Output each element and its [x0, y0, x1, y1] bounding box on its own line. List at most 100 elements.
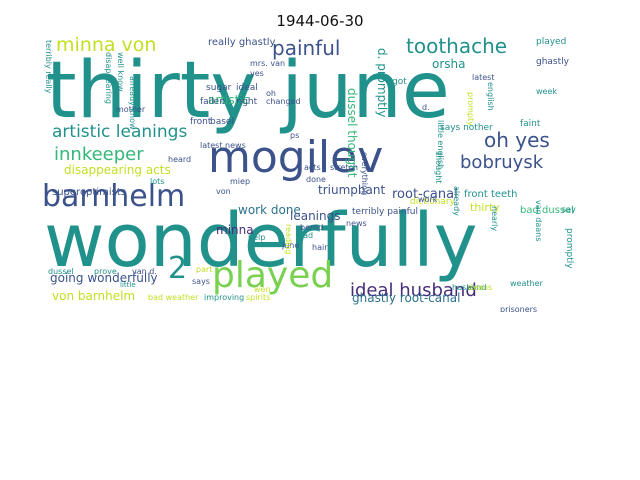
cloud-word: latest	[472, 73, 495, 82]
cloud-word: right	[236, 97, 258, 107]
cloud-word: superoptimists	[52, 187, 126, 198]
cloud-word: disappearing acts	[64, 163, 171, 177]
cloud-word: oh yes	[484, 128, 550, 152]
cloud-word: work done	[238, 203, 301, 217]
cloud-word: minna	[216, 223, 254, 237]
cloud-word: news	[346, 219, 367, 228]
cloud-word: barnhelm	[42, 179, 186, 214]
cloud-word: acts	[304, 163, 321, 172]
cloud-word: van daans	[534, 200, 543, 242]
cloud-word: say	[562, 205, 576, 214]
cloud-word: root-canal	[392, 187, 458, 202]
cloud-word: husband	[452, 283, 487, 292]
cloud-word: already	[452, 186, 461, 216]
cloud-word: stretch	[330, 163, 358, 172]
cloud-word: triumphant	[318, 183, 386, 197]
cloud-word: says	[192, 277, 210, 286]
cloud-word: going wonderfully	[50, 271, 158, 285]
cloud-word: played	[212, 255, 334, 296]
cloud-word: part	[196, 265, 213, 274]
cloud-word: d. promptly	[375, 48, 389, 118]
cloud-word: prisoners	[500, 305, 538, 313]
cloud-word: june	[282, 241, 300, 250]
cloud-word: prompty	[466, 92, 475, 126]
cloud-word: lots	[150, 177, 165, 186]
cloud-word: van d.	[132, 267, 157, 276]
cloud-word: hair	[312, 243, 328, 252]
cloud-word: got	[392, 77, 407, 87]
cloud-word: ps	[290, 131, 300, 140]
cloud-word: thirty june	[46, 46, 450, 136]
cloud-word: bad weather	[148, 293, 199, 302]
cloud-word: week	[536, 87, 558, 96]
cloud-word: english	[486, 82, 495, 111]
cloud-word: mrs. van	[250, 59, 286, 68]
cloud-word: improving	[204, 293, 245, 302]
cloud-word: reading	[284, 224, 293, 255]
cloud-word: artistic	[208, 93, 250, 107]
cloud-word: front teeth	[464, 189, 518, 200]
cloud-word: thought	[434, 152, 443, 184]
cloud-word: mother	[116, 105, 146, 114]
cloud-word: painful	[272, 36, 341, 60]
chart-title: 1944-06-30	[276, 12, 364, 30]
cloud-word: says nother	[440, 123, 493, 133]
cloud-word: little english	[436, 120, 445, 170]
cloud-word: ghastly	[536, 57, 569, 67]
cloud-word: artistic leanings	[52, 122, 188, 142]
cloud-word: heard	[168, 155, 192, 164]
cloud-word: yes	[250, 69, 264, 78]
cloud-word: basel	[210, 117, 234, 127]
cloud-word: mogilev	[208, 132, 384, 183]
cloud-word: oh	[266, 89, 276, 98]
cloud-word: thirty	[470, 201, 500, 214]
cloud-word: dussel	[48, 267, 74, 276]
cloud-word: innkeeper	[54, 144, 144, 165]
cloud-word: wen	[254, 285, 271, 294]
cloud-word: bad dussel	[520, 205, 575, 216]
word-cloud: wonderfully thirty june mogilev played barnh…	[40, 36, 590, 312]
cloud-word: leanings	[290, 209, 341, 223]
cloud-word: minna von	[56, 36, 157, 56]
cloud-word: terribly really	[44, 40, 53, 94]
cloud-word: d.	[422, 103, 430, 112]
cloud-word: well know	[116, 52, 125, 92]
cloud-word: already know	[128, 76, 137, 130]
cloud-word: dictionary	[410, 197, 455, 207]
cloud-word: disappearing	[104, 52, 113, 105]
cloud-word: wonderfully	[44, 198, 478, 284]
cloud-word: help	[248, 233, 266, 242]
cloud-word: von	[216, 187, 231, 196]
cloud-word: ghastly root-canal	[352, 291, 461, 305]
cloud-word: ideal husband	[350, 280, 477, 301]
cloud-word: prove	[94, 267, 117, 276]
cloud-word: bad	[298, 231, 314, 240]
cloud-word: ideal	[236, 83, 258, 93]
cloud-word: orsha	[432, 57, 466, 71]
cloud-word: dussel thought	[345, 88, 359, 178]
cloud-word: really ghastly	[208, 37, 276, 48]
cloud-word: changed	[266, 97, 301, 106]
cloud-word: deans	[468, 283, 493, 292]
cloud-word: miep	[230, 177, 251, 186]
cloud-word: nearly	[490, 206, 499, 232]
cloud-word: fallen	[200, 97, 225, 107]
cloud-word: promptly	[564, 228, 574, 269]
cloud-word: latest news	[200, 141, 246, 150]
cloud-word: sugar	[206, 83, 232, 93]
cloud-word: bernd	[300, 223, 324, 232]
cloud-word: everything	[360, 152, 369, 196]
cloud-word: weather	[510, 279, 543, 288]
cloud-word: von barnhelm	[52, 289, 136, 303]
cloud-word: faint	[520, 119, 541, 129]
cloud-word: terribly painful	[352, 207, 419, 217]
cloud-word: front	[190, 117, 212, 127]
cloud-word: done	[306, 175, 326, 184]
cloud-word: spirits	[246, 293, 271, 302]
cloud-word: toothache	[406, 36, 508, 58]
cloud-word: 2	[168, 251, 188, 286]
cloud-word: work	[418, 195, 438, 204]
cloud-word: bobruysk	[460, 152, 544, 173]
cloud-word: played	[536, 37, 567, 47]
cloud-word: little	[120, 281, 136, 289]
